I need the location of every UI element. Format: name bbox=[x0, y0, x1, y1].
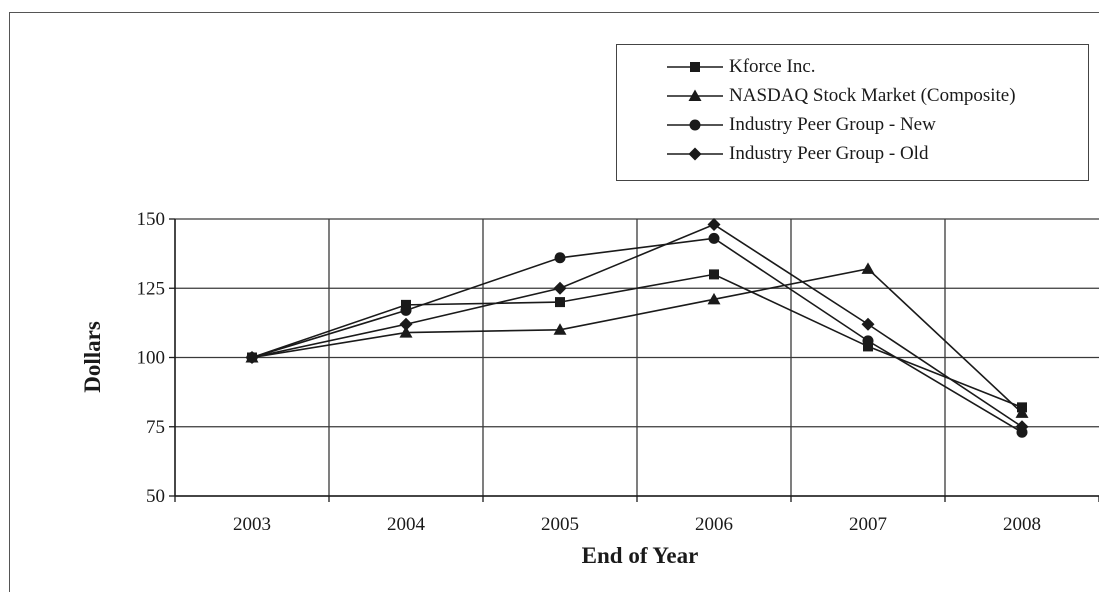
legend-marker-triangle bbox=[688, 89, 702, 101]
data-point-square bbox=[401, 299, 411, 310]
data-point-triangle bbox=[861, 262, 875, 274]
legend-label: NASDAQ Stock Market (Composite) bbox=[729, 85, 1016, 106]
square-marker-icon bbox=[667, 62, 723, 72]
y-axis-title: Dollars bbox=[80, 321, 105, 393]
series-diamond bbox=[245, 218, 1029, 434]
data-point-triangle bbox=[399, 326, 413, 338]
y-tick-label: 125 bbox=[137, 278, 166, 299]
data-point-square bbox=[863, 341, 873, 352]
series-line bbox=[251, 267, 1023, 414]
y-tick-label: 150 bbox=[137, 209, 166, 230]
legend-label: Kforce Inc. bbox=[729, 56, 816, 77]
data-point-triangle bbox=[1015, 406, 1029, 418]
data-point-diamond bbox=[1015, 420, 1029, 434]
line-chart: 50 75 100 125 150 2003 2004 2005 2006 2007 2008 D… bbox=[80, 209, 1099, 568]
series-circle bbox=[246, 232, 1028, 438]
data-point-diamond bbox=[861, 317, 875, 331]
data-point-diamond bbox=[707, 218, 721, 232]
y-tick-labels: 50 75 100 125 150 bbox=[137, 209, 166, 507]
grid-lines bbox=[175, 218, 1099, 497]
x-tick-label: 2003 bbox=[233, 514, 271, 535]
data-point-circle bbox=[554, 252, 566, 264]
x-tick-label: 2008 bbox=[1003, 514, 1041, 535]
legend-marker-diamond bbox=[688, 147, 702, 161]
data-series bbox=[245, 218, 1029, 438]
data-point-diamond bbox=[399, 317, 413, 331]
data-point-triangle bbox=[707, 292, 721, 305]
x-tick-labels: 2003 2004 2005 2006 2007 2008 bbox=[233, 514, 1041, 535]
chart-frame bbox=[9, 12, 1099, 592]
y-tick-label: 50 bbox=[146, 486, 165, 507]
data-point-square bbox=[555, 297, 565, 308]
series-line bbox=[251, 237, 1023, 433]
diamond-marker-icon bbox=[667, 147, 723, 161]
data-point-circle bbox=[862, 335, 874, 347]
legend-marker-square bbox=[690, 62, 700, 72]
series-line bbox=[251, 223, 1023, 428]
axes bbox=[169, 218, 1099, 502]
legend-item-kforce: Kforce Inc. bbox=[665, 55, 816, 79]
data-point-triangle bbox=[553, 323, 567, 335]
data-point-diamond bbox=[245, 351, 259, 364]
data-point-circle bbox=[708, 232, 720, 244]
legend-item-nasdaq: NASDAQ Stock Market (Composite) bbox=[665, 84, 1016, 108]
y-tick-label: 100 bbox=[137, 348, 166, 369]
x-tick-label: 2005 bbox=[541, 514, 579, 535]
legend-marker-circle bbox=[689, 119, 701, 131]
triangle-marker-icon bbox=[667, 89, 723, 101]
x-axis-title: End of Year bbox=[582, 543, 699, 568]
y-tick-label: 75 bbox=[146, 417, 165, 438]
circle-marker-icon bbox=[667, 119, 723, 131]
data-point-circle bbox=[400, 304, 412, 316]
legend: Kforce Inc. NASDAQ Stock Market (Composi… bbox=[616, 44, 1089, 181]
x-tick-label: 2006 bbox=[695, 514, 733, 535]
data-point-diamond bbox=[553, 281, 567, 295]
x-tick-label: 2007 bbox=[849, 514, 887, 535]
x-tick-label: 2004 bbox=[387, 514, 426, 535]
legend-item-peer-old: Industry Peer Group - Old bbox=[665, 142, 928, 166]
legend-label: Industry Peer Group - New bbox=[729, 114, 936, 135]
data-point-square bbox=[709, 269, 719, 280]
legend-item-peer-new: Industry Peer Group - New bbox=[665, 113, 936, 137]
legend-label: Industry Peer Group - Old bbox=[729, 143, 929, 164]
